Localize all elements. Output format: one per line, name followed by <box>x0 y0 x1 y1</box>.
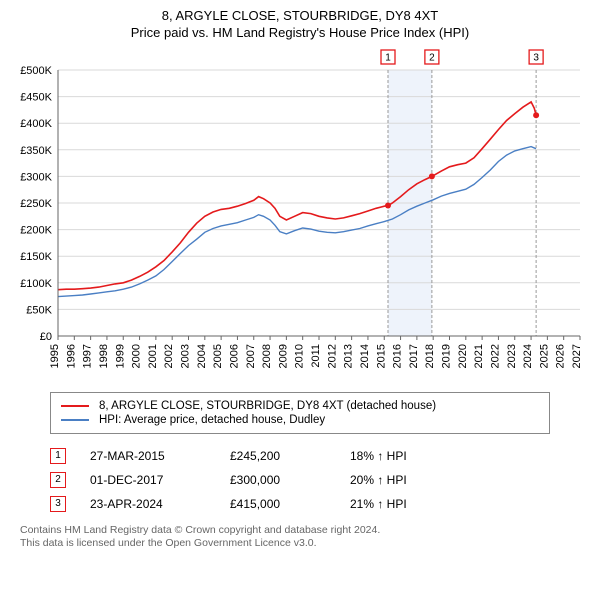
svg-text:1995: 1995 <box>49 344 61 368</box>
svg-text:2027: 2027 <box>571 344 583 368</box>
svg-text:£450K: £450K <box>20 91 52 103</box>
sale-date: 27-MAR-2015 <box>90 449 230 463</box>
svg-text:£200K: £200K <box>20 224 52 236</box>
svg-text:£100K: £100K <box>20 278 52 290</box>
sale-marker-box: 2 <box>50 472 66 488</box>
svg-text:2005: 2005 <box>212 344 224 368</box>
svg-text:2: 2 <box>429 52 435 63</box>
svg-text:2007: 2007 <box>245 344 257 368</box>
legend-row: 8, ARGYLE CLOSE, STOURBRIDGE, DY8 4XT (d… <box>61 399 539 413</box>
sale-date: 01-DEC-2017 <box>90 473 230 487</box>
sale-row: 1 27-MAR-2015£245,20018% ↑ HPI <box>50 444 550 468</box>
legend-label: HPI: Average price, detached house, Dudl… <box>99 414 325 426</box>
sale-delta: 21% ↑ HPI <box>350 497 460 511</box>
svg-text:1999: 1999 <box>114 344 126 368</box>
sale-marker-box: 1 <box>50 448 66 464</box>
svg-text:2000: 2000 <box>131 344 143 368</box>
svg-text:2002: 2002 <box>163 344 175 368</box>
svg-text:2003: 2003 <box>180 344 192 368</box>
svg-text:2006: 2006 <box>228 344 240 368</box>
sale-delta: 18% ↑ HPI <box>350 449 460 463</box>
svg-text:2009: 2009 <box>277 344 289 368</box>
chart-header: 8, ARGYLE CLOSE, STOURBRIDGE, DY8 4XT Pr… <box>0 0 600 46</box>
sale-delta: 20% ↑ HPI <box>350 473 460 487</box>
svg-text:3: 3 <box>533 52 539 63</box>
svg-text:2019: 2019 <box>441 344 453 368</box>
svg-text:1: 1 <box>385 52 391 63</box>
svg-text:2025: 2025 <box>538 344 550 368</box>
sale-row: 2 01-DEC-2017£300,00020% ↑ HPI <box>50 468 550 492</box>
chart-container: £0 £50K £100K £150K £200K £250K £300K £350K £400… <box>10 46 590 386</box>
legend-color-line <box>61 419 89 421</box>
svg-text:2011: 2011 <box>310 344 322 368</box>
price-chart: £0 £50K £100K £150K £200K £250K £300K £350K £400… <box>10 46 590 386</box>
svg-text:2015: 2015 <box>375 344 387 368</box>
svg-text:2016: 2016 <box>392 344 404 368</box>
svg-text:2014: 2014 <box>359 344 371 368</box>
legend-label: 8, ARGYLE CLOSE, STOURBRIDGE, DY8 4XT (d… <box>99 400 436 412</box>
svg-text:£0: £0 <box>40 331 52 343</box>
legend-box: 8, ARGYLE CLOSE, STOURBRIDGE, DY8 4XT (d… <box>50 392 550 434</box>
sale-marker-box: 3 <box>50 496 66 512</box>
svg-text:2022: 2022 <box>489 344 501 368</box>
svg-text:£50K: £50K <box>26 304 52 316</box>
title-line-1: 8, ARGYLE CLOSE, STOURBRIDGE, DY8 4XT <box>0 8 600 25</box>
footer-attribution: Contains HM Land Registry data © Crown c… <box>20 524 580 551</box>
svg-text:2004: 2004 <box>196 344 208 368</box>
footer-line-2: This data is licensed under the Open Gov… <box>20 537 580 551</box>
sale-date: 23-APR-2024 <box>90 497 230 511</box>
svg-text:£150K: £150K <box>20 251 52 263</box>
svg-text:2008: 2008 <box>261 344 273 368</box>
svg-text:2013: 2013 <box>343 344 355 368</box>
svg-text:2024: 2024 <box>522 344 534 368</box>
sales-table: 1 27-MAR-2015£245,20018% ↑ HPI 2 01-DEC-201… <box>50 444 550 516</box>
sale-price: £245,200 <box>230 449 350 463</box>
svg-text:2012: 2012 <box>326 344 338 368</box>
svg-text:2026: 2026 <box>555 344 567 368</box>
svg-text:£250K: £250K <box>20 198 52 210</box>
sale-price: £300,000 <box>230 473 350 487</box>
title-line-2: Price paid vs. HM Land Registry's House … <box>0 25 600 42</box>
legend-color-line <box>61 405 89 407</box>
svg-text:2021: 2021 <box>473 344 485 368</box>
svg-text:2001: 2001 <box>147 344 159 368</box>
svg-text:£300K: £300K <box>20 171 52 183</box>
footer-line-1: Contains HM Land Registry data © Crown c… <box>20 524 580 538</box>
svg-text:2010: 2010 <box>294 344 306 368</box>
sale-price: £415,000 <box>230 497 350 511</box>
sale-row: 3 23-APR-2024£415,00021% ↑ HPI <box>50 492 550 516</box>
svg-text:1998: 1998 <box>98 344 110 368</box>
svg-text:2020: 2020 <box>457 344 469 368</box>
svg-text:£400K: £400K <box>20 118 52 130</box>
svg-text:2018: 2018 <box>424 344 436 368</box>
svg-text:1996: 1996 <box>65 344 77 368</box>
svg-text:1997: 1997 <box>82 344 94 368</box>
svg-text:£500K: £500K <box>20 65 52 77</box>
svg-text:2023: 2023 <box>506 344 518 368</box>
svg-text:£350K: £350K <box>20 145 52 157</box>
svg-text:2017: 2017 <box>408 344 420 368</box>
legend-row: HPI: Average price, detached house, Dudl… <box>61 413 539 427</box>
